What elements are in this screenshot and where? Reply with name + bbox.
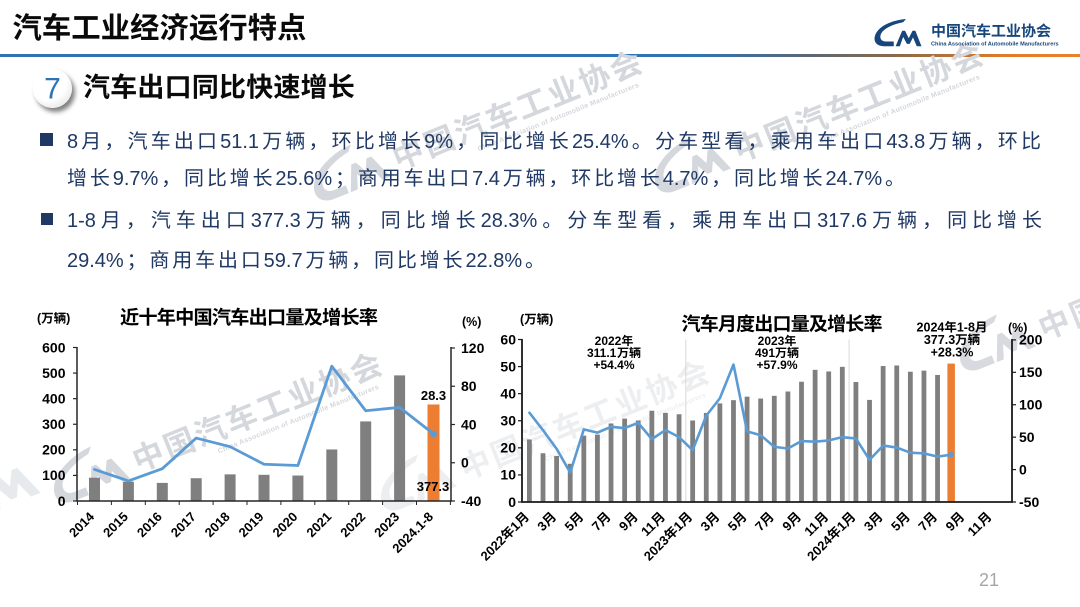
svg-text:1-8: 1-8 — [957, 321, 975, 335]
svg-text:5: 5 — [562, 518, 578, 534]
svg-text:0: 0 — [58, 493, 66, 509]
svg-text:29.4%: 29.4% — [67, 250, 124, 272]
svg-text:2014: 2014 — [66, 508, 98, 540]
svg-text:377.3: 377.3 — [417, 479, 450, 494]
svg-text:100: 100 — [1019, 397, 1043, 413]
svg-text:(: ( — [37, 312, 42, 326]
svg-text:59.7: 59.7 — [264, 250, 303, 272]
svg-text:3: 3 — [534, 518, 550, 534]
svg-text:300: 300 — [42, 416, 66, 432]
svg-text:1-8: 1-8 — [67, 210, 96, 232]
svg-text:7: 7 — [752, 518, 768, 534]
svg-text:28.3%: 28.3% — [481, 210, 538, 232]
svg-text:2023: 2023 — [371, 509, 402, 540]
svg-text:80: 80 — [461, 378, 477, 394]
svg-text:0: 0 — [461, 455, 469, 471]
svg-text:21: 21 — [979, 570, 999, 590]
svg-text:2022: 2022 — [477, 533, 508, 564]
svg-text:2024: 2024 — [917, 321, 945, 335]
svg-text:60: 60 — [500, 331, 516, 347]
svg-text:40: 40 — [500, 385, 516, 401]
svg-text:30: 30 — [500, 413, 516, 429]
svg-text:9: 9 — [616, 518, 632, 534]
svg-text:600: 600 — [42, 339, 66, 355]
svg-text:40: 40 — [461, 416, 477, 432]
svg-text:0: 0 — [1019, 461, 1027, 477]
svg-text:): ) — [549, 313, 553, 327]
svg-text:200: 200 — [1019, 332, 1043, 348]
svg-text:7: 7 — [44, 73, 61, 106]
svg-text:20: 20 — [500, 440, 516, 456]
svg-text:28.3: 28.3 — [421, 388, 446, 403]
svg-text:-40: -40 — [461, 493, 481, 509]
svg-text:25.6%: 25.6% — [275, 168, 332, 190]
svg-text:1: 1 — [670, 518, 686, 534]
svg-text:1: 1 — [507, 518, 523, 534]
svg-text:22.8%: 22.8% — [465, 250, 522, 272]
svg-text:+54.4%: +54.4% — [593, 358, 634, 372]
svg-text:9: 9 — [779, 518, 795, 534]
svg-text:200: 200 — [42, 442, 66, 458]
svg-text:317.6: 317.6 — [817, 210, 867, 232]
svg-text:2022: 2022 — [337, 509, 368, 540]
svg-text:150: 150 — [1019, 364, 1043, 380]
svg-text:+57.9%: +57.9% — [756, 358, 797, 372]
svg-text:8: 8 — [67, 131, 78, 153]
svg-text:5: 5 — [725, 518, 741, 534]
svg-text:400: 400 — [42, 390, 66, 406]
svg-text:2022: 2022 — [595, 334, 622, 348]
svg-text:24.7%: 24.7% — [825, 168, 882, 190]
svg-text:5: 5 — [888, 518, 904, 534]
svg-text:): ) — [66, 312, 70, 326]
svg-text:377.3: 377.3 — [924, 333, 955, 347]
svg-text:120: 120 — [461, 340, 485, 356]
svg-text:+28.3%: +28.3% — [931, 346, 974, 360]
svg-text:50: 50 — [1019, 429, 1035, 445]
svg-text:2021: 2021 — [303, 509, 334, 540]
svg-text:100: 100 — [42, 467, 66, 483]
svg-text:491: 491 — [755, 346, 775, 360]
svg-text:9: 9 — [942, 518, 958, 534]
svg-text:7: 7 — [589, 518, 605, 534]
svg-text:2018: 2018 — [202, 509, 233, 540]
svg-text:(%): (%) — [1008, 321, 1027, 335]
svg-text:50: 50 — [500, 358, 516, 374]
svg-text:311.1: 311.1 — [587, 346, 617, 360]
svg-text:2019: 2019 — [236, 509, 267, 540]
svg-text:7.4: 7.4 — [472, 168, 500, 190]
svg-text:9.7%: 9.7% — [113, 168, 159, 190]
svg-text:3: 3 — [698, 518, 714, 534]
svg-text:2020: 2020 — [269, 509, 300, 540]
svg-text:2015: 2015 — [100, 509, 131, 540]
svg-text:9%: 9% — [424, 131, 453, 153]
svg-text:(%): (%) — [462, 315, 481, 329]
svg-text:51.1: 51.1 — [220, 131, 259, 153]
svg-text:25.4%: 25.4% — [572, 131, 629, 153]
svg-text:10: 10 — [500, 467, 516, 483]
svg-text:China Association of Automobil: China Association of Automobile Manufact… — [931, 42, 1059, 48]
svg-text:7: 7 — [915, 518, 931, 534]
svg-text:3: 3 — [861, 518, 877, 534]
svg-text:1: 1 — [834, 518, 850, 534]
svg-text:2016: 2016 — [134, 509, 165, 540]
svg-text:377.3: 377.3 — [251, 210, 301, 232]
svg-text:2023: 2023 — [758, 334, 785, 348]
svg-text:-50: -50 — [1019, 494, 1039, 510]
svg-text:43.8: 43.8 — [886, 131, 925, 153]
svg-text:2017: 2017 — [168, 509, 199, 540]
svg-text:(: ( — [520, 313, 525, 327]
svg-text:4.7%: 4.7% — [663, 168, 709, 190]
svg-text:0: 0 — [508, 494, 516, 510]
svg-text:500: 500 — [42, 365, 66, 381]
